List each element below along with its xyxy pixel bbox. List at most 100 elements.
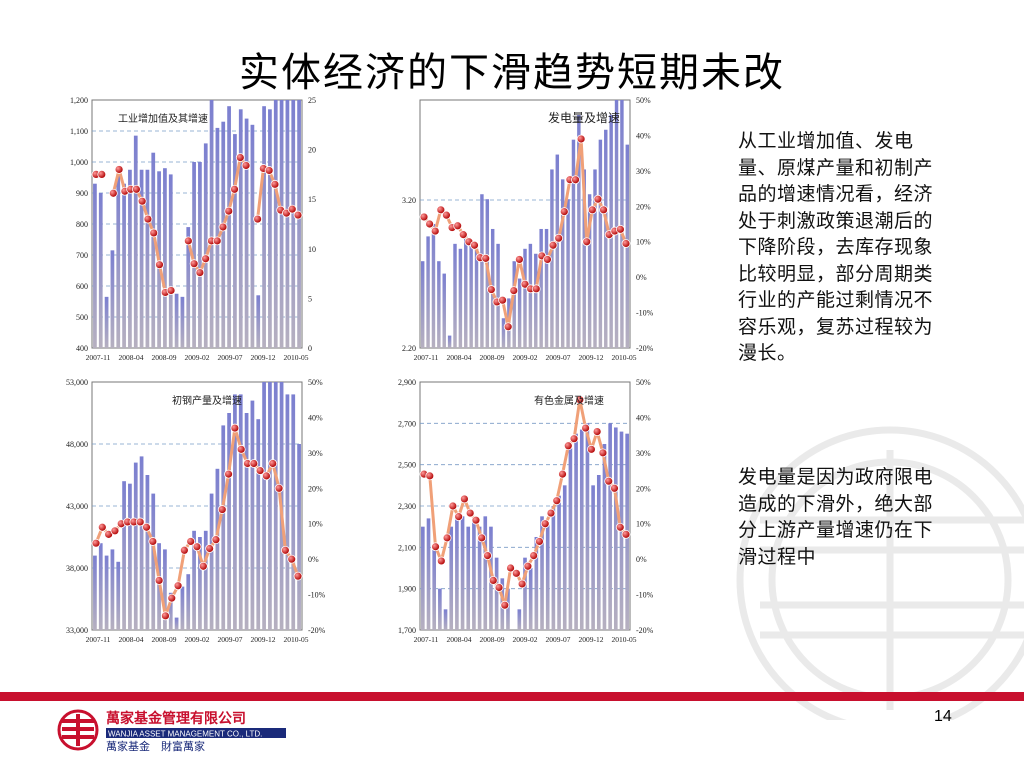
data-point xyxy=(514,255,524,264)
x-tick-label: 2007-11 xyxy=(86,635,111,644)
bar xyxy=(494,557,499,630)
data-point xyxy=(230,423,240,433)
data-point xyxy=(167,593,177,603)
y-right-tick-label: 50% xyxy=(308,378,323,387)
data-point xyxy=(132,184,141,194)
data-point xyxy=(554,233,564,243)
footer-red-bar xyxy=(0,692,1024,701)
data-point xyxy=(454,512,464,522)
slide-title: 实体经济的下滑趋势短期未改 xyxy=(239,50,785,96)
y-right-tick-label: 20% xyxy=(636,484,651,493)
data-point xyxy=(558,469,567,479)
bar xyxy=(209,100,214,348)
bar xyxy=(256,419,261,630)
company-name-en: WANJIA ASSET MANAGEMENT CO., LTD. xyxy=(108,730,262,739)
bar xyxy=(285,100,290,348)
bar xyxy=(198,537,202,630)
bar xyxy=(174,293,179,348)
bar xyxy=(587,194,592,348)
x-tick-label: 2008-09 xyxy=(480,635,505,644)
data-point xyxy=(97,522,107,532)
bar xyxy=(560,179,565,348)
data-point xyxy=(546,508,556,518)
bar xyxy=(297,444,301,630)
bar xyxy=(279,100,284,348)
data-point xyxy=(488,575,498,585)
bar xyxy=(98,543,103,630)
bar xyxy=(192,162,196,348)
x-tick-label: 2009-07 xyxy=(218,353,243,362)
data-point xyxy=(486,285,496,294)
y-left-tick-label: 3.20 xyxy=(402,196,416,205)
data-point xyxy=(179,545,189,555)
bar xyxy=(528,243,533,348)
data-point xyxy=(540,519,550,529)
x-tick-label: 2009-02 xyxy=(513,635,538,644)
bar xyxy=(443,609,448,630)
data-point xyxy=(195,268,205,278)
data-point xyxy=(529,551,539,561)
data-point xyxy=(599,205,608,215)
bar xyxy=(426,236,430,348)
data-point xyxy=(581,423,591,433)
bar xyxy=(128,169,132,348)
y-left-tick-label: 2,900 xyxy=(398,378,416,387)
analysis-paragraph-1: 从工业增加值、发电量、原煤产量和初制产品的增速情况看，经济处于刺激政策退潮后的下… xyxy=(738,130,934,364)
chart-title: 发电量及增速 xyxy=(548,110,620,125)
bar xyxy=(221,425,226,630)
data-point xyxy=(97,170,107,179)
bar xyxy=(116,174,121,348)
chart-title: 有色金属及增速 xyxy=(534,394,604,407)
y-right-tick-label: 15 xyxy=(308,195,316,204)
x-tick-label: 2007-11 xyxy=(414,635,439,644)
data-point xyxy=(161,611,170,621)
y-left-tick-label: 600 xyxy=(76,282,88,291)
bar xyxy=(585,423,590,630)
y-right-tick-label: -10% xyxy=(636,309,654,318)
data-point xyxy=(425,219,435,229)
data-point xyxy=(448,501,458,511)
chart-crude-steel: 53,000 48,000 43,000 38,000 33,000 50% 40% 30% 2… xyxy=(40,368,360,658)
y-right-tick-label: 50% xyxy=(636,378,651,387)
data-point xyxy=(249,459,259,468)
x-tick-label: 2008-09 xyxy=(480,353,505,362)
x-tick-label: 2008-04 xyxy=(119,353,144,362)
bar xyxy=(523,557,527,630)
y-right-tick-label: -10% xyxy=(308,591,326,600)
bar xyxy=(613,427,618,630)
y-left-tick-label: 2,700 xyxy=(398,419,416,428)
bar xyxy=(180,296,185,348)
bar xyxy=(449,526,454,630)
chart-power-generation: 3.20 2.20 50% 40% 30% 20% 10% 0% -10% -20% 2007-11… xyxy=(368,86,688,376)
y-left-tick-label: 53,000 xyxy=(66,378,88,387)
data-point xyxy=(552,496,562,506)
bar xyxy=(221,121,226,348)
data-point xyxy=(604,476,614,486)
bar xyxy=(145,169,150,348)
data-point xyxy=(517,579,527,589)
y-left-tick-label: 800 xyxy=(76,220,88,229)
bar xyxy=(523,248,527,348)
y-right-tick-label: 0 xyxy=(308,344,312,353)
data-point xyxy=(587,205,597,215)
bar xyxy=(133,462,138,630)
x-tick-label: 2008-09 xyxy=(152,353,177,362)
bar xyxy=(116,561,121,630)
bar xyxy=(151,493,156,630)
bar xyxy=(501,318,506,348)
bar xyxy=(496,243,500,348)
data-point xyxy=(108,188,118,198)
bar xyxy=(93,555,97,630)
x-tick-label: 2009-12 xyxy=(579,353,604,362)
data-point xyxy=(575,395,585,405)
x-tick-label: 2009-12 xyxy=(251,353,276,362)
y-right-tick-label: -20% xyxy=(636,626,654,635)
data-point xyxy=(500,600,510,610)
data-point xyxy=(470,240,479,250)
bar xyxy=(438,588,442,630)
data-point xyxy=(280,545,290,555)
data-point xyxy=(270,179,280,189)
company-logo: 萬家基金管理有限公司 WANJIA ASSET MANAGEMENT CO., … xyxy=(56,708,316,753)
data-point xyxy=(598,448,608,458)
bar xyxy=(104,555,109,630)
